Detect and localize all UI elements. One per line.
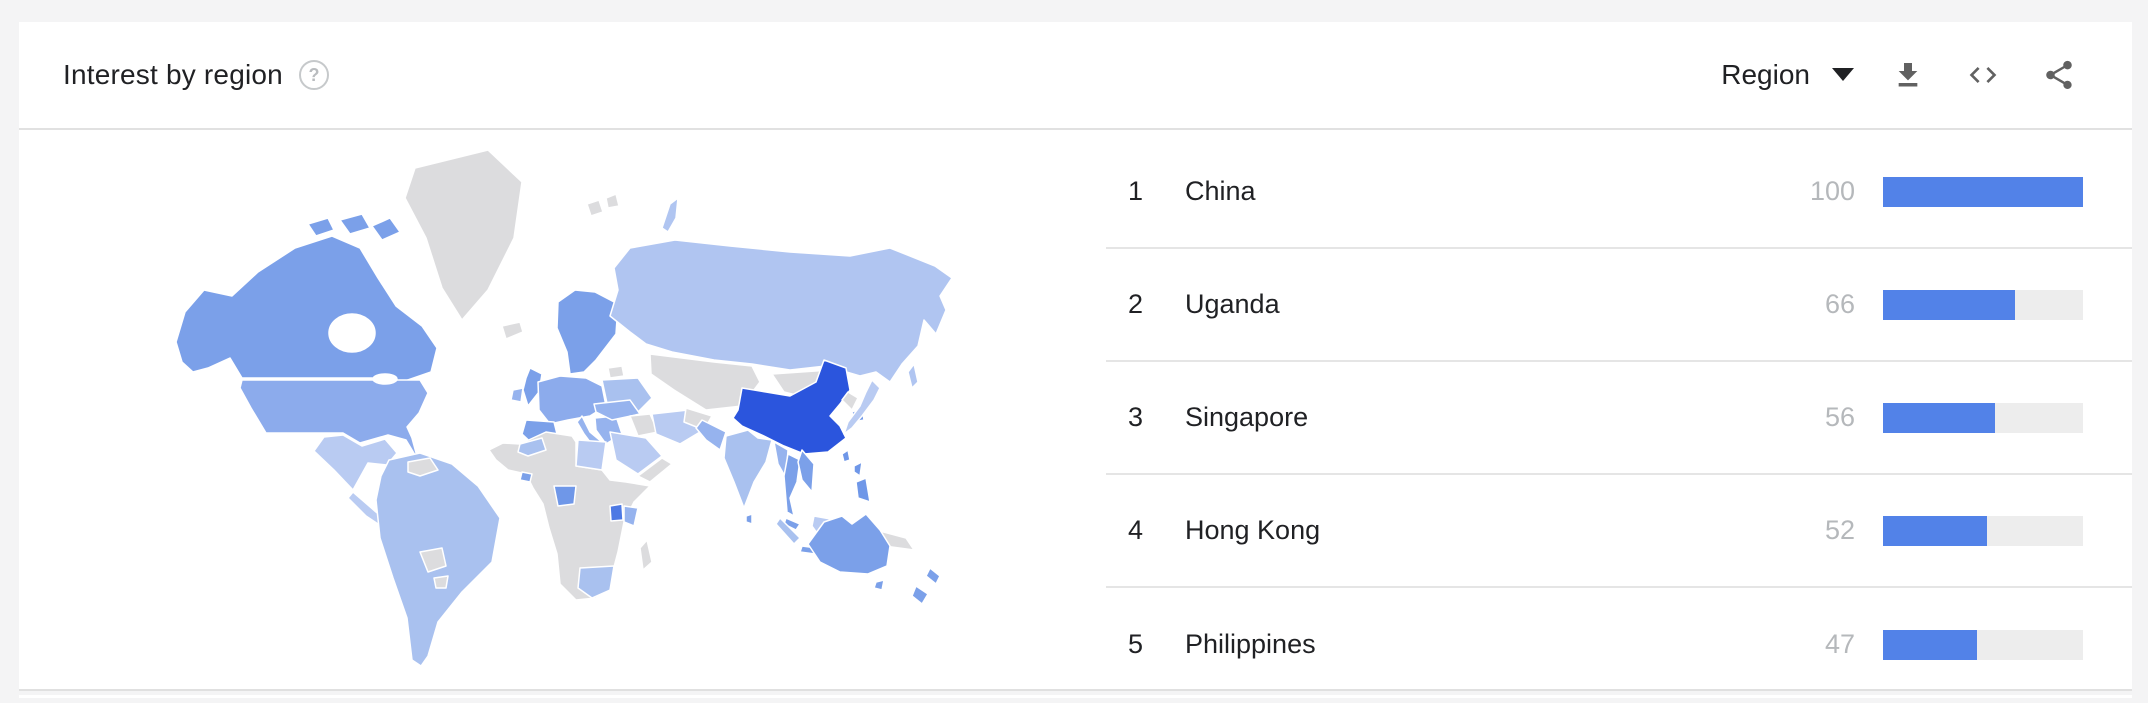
- map-region-egypt[interactable]: [575, 439, 607, 471]
- map-region-philippines-south[interactable]: [855, 477, 871, 503]
- download-icon: [1892, 58, 1924, 92]
- map-region-scandinavia[interactable]: [556, 289, 619, 375]
- embed-button[interactable]: [1962, 59, 2004, 91]
- great-lakes: [372, 373, 398, 385]
- region-value: 100: [1809, 176, 1855, 206]
- world-choropleth: [175, 149, 953, 667]
- map-region-iceland[interactable]: [501, 321, 524, 340]
- map-region-baltics[interactable]: [607, 365, 625, 379]
- map-region-japan[interactable]: [843, 379, 881, 435]
- map-region-russia[interactable]: [609, 239, 953, 383]
- interest-by-region-card: Interest by region ? Region: [19, 22, 2132, 691]
- region-bar-fill: [1883, 176, 2083, 207]
- map-region-china[interactable]: [732, 359, 851, 455]
- share-icon: [2042, 57, 2076, 93]
- map-region-bolivia[interactable]: [419, 547, 447, 573]
- region-name: China: [1185, 176, 1256, 206]
- region-value: 47: [1824, 629, 1855, 659]
- region-value: 56: [1824, 402, 1855, 432]
- map-region-philippines-north[interactable]: [853, 461, 863, 477]
- map-region-western-europe[interactable]: [537, 375, 607, 425]
- region-value: 52: [1824, 515, 1855, 545]
- next-card-peek: [19, 695, 2132, 698]
- map-region-canada-arctic-1[interactable]: [339, 213, 371, 235]
- map-region-vietnam[interactable]: [797, 449, 815, 493]
- map-region-kenya[interactable]: [623, 505, 639, 527]
- map-region-canada[interactable]: [175, 235, 438, 383]
- embed-code-icon: [1962, 59, 2004, 91]
- map-region-saudi-arabia[interactable]: [609, 431, 663, 475]
- map-region-greenland[interactable]: [404, 149, 523, 321]
- region-dropdown-label: Region: [1721, 59, 1810, 90]
- card-header: Interest by region ? Region: [19, 22, 2132, 130]
- map-region-svalbard-2[interactable]: [605, 193, 620, 209]
- region-row-philippines[interactable]: 5 Philippines 47: [1106, 588, 2132, 701]
- rank-number: 4: [1128, 515, 1144, 545]
- region-ranking-list: 1 China 100 2 Uganda 66 3 Singapore 56 4…: [1106, 136, 2132, 701]
- region-bar-track: [1883, 289, 2083, 320]
- region-bar-fill: [1883, 402, 1995, 433]
- header-left: Interest by region ?: [63, 59, 329, 91]
- region-row-china[interactable]: 1 China 100: [1106, 136, 2132, 249]
- share-button[interactable]: [2042, 57, 2076, 93]
- help-icon[interactable]: ?: [298, 60, 329, 90]
- map-region-novaya-zemlya[interactable]: [661, 197, 679, 233]
- map-region-uganda[interactable]: [609, 503, 624, 522]
- map-region-canada-arctic-3[interactable]: [371, 217, 401, 241]
- map-region-south-africa[interactable]: [577, 565, 615, 599]
- map-region-ireland[interactable]: [510, 387, 524, 403]
- map-region-united-kingdom[interactable]: [522, 367, 543, 407]
- map-region-venezuela[interactable]: [407, 457, 439, 477]
- region-row-uganda[interactable]: 2 Uganda 66: [1106, 249, 2132, 362]
- region-bar-track: [1883, 515, 2083, 546]
- map-region-svalbard-1[interactable]: [586, 199, 604, 217]
- map-region-new-zealand-south[interactable]: [911, 585, 929, 605]
- hudson-bay: [328, 313, 376, 353]
- region-name: Hong Kong: [1185, 515, 1321, 545]
- map-region-taiwan[interactable]: [841, 449, 851, 463]
- map-region-tasmania[interactable]: [873, 579, 885, 591]
- map-region-sakhalin[interactable]: [907, 363, 919, 389]
- map-region-sri-lanka[interactable]: [745, 513, 753, 525]
- section-title: Interest by region: [63, 59, 283, 90]
- region-value: 66: [1824, 289, 1855, 319]
- region-bar-track: [1883, 176, 2083, 207]
- map-region-paraguay[interactable]: [433, 575, 449, 589]
- region-bar-fill: [1883, 289, 2015, 320]
- map-region-sumatra[interactable]: [775, 517, 801, 545]
- region-row-hong-kong[interactable]: 4 Hong Kong 52: [1106, 475, 2132, 588]
- region-bar-track: [1883, 629, 2083, 660]
- region-bar-fill: [1883, 629, 1977, 660]
- region-name: Singapore: [1185, 402, 1309, 432]
- region-bar-track: [1883, 402, 2083, 433]
- map-region-india[interactable]: [723, 429, 773, 509]
- map-region-yemen-oman[interactable]: [637, 457, 673, 483]
- region-name: Uganda: [1185, 289, 1280, 319]
- map-region-new-zealand-north[interactable]: [925, 567, 941, 585]
- rank-number: 5: [1128, 629, 1144, 659]
- rank-number: 2: [1128, 289, 1144, 319]
- rank-number: 3: [1128, 402, 1144, 432]
- region-row-singapore[interactable]: 3 Singapore 56: [1106, 362, 2132, 475]
- map-region-turkey[interactable]: [593, 399, 641, 421]
- download-button[interactable]: [1892, 58, 1924, 92]
- region-bar-fill: [1883, 515, 1987, 546]
- map-region-australia[interactable]: [807, 513, 891, 575]
- map-region-morocco[interactable]: [517, 437, 547, 457]
- map-region-pakistan[interactable]: [695, 419, 727, 451]
- map-region-nigeria[interactable]: [553, 485, 577, 507]
- region-name: Philippines: [1185, 629, 1316, 659]
- map-region-ghana[interactable]: [519, 471, 533, 483]
- header-toolbar: Region: [1721, 57, 2076, 93]
- map-region-united-states[interactable]: [239, 379, 429, 461]
- map-region-canada-arctic-2[interactable]: [307, 217, 335, 237]
- world-map[interactable]: [90, 120, 1070, 698]
- rank-number: 1: [1128, 176, 1144, 206]
- region-dropdown[interactable]: Region: [1721, 59, 1854, 91]
- chevron-down-icon: [1832, 68, 1854, 82]
- map-region-north-korea[interactable]: [841, 391, 859, 411]
- map-region-madagascar[interactable]: [639, 539, 653, 571]
